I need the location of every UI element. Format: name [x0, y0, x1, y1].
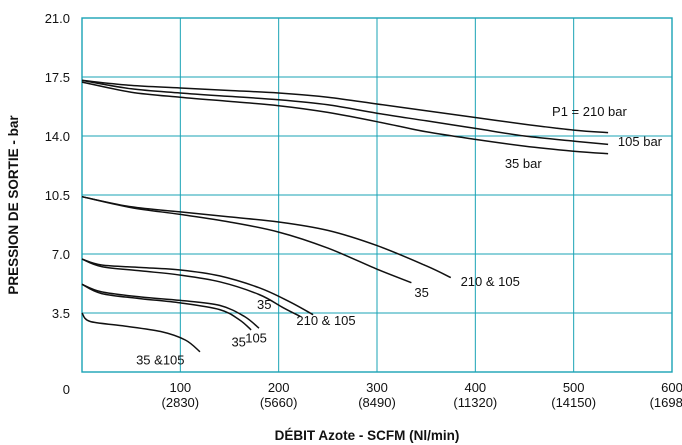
y-tick-label: 14.0 [45, 129, 70, 144]
x-tick-labels: 100(2830) 200(5660) 300(8490) 400(11320) 500… [162, 380, 682, 410]
y-tick-label: 21.0 [45, 11, 70, 26]
curve-label: 35 [231, 335, 245, 350]
series-curve [81, 195, 452, 279]
x-tick-sublabel: (16980) [650, 395, 682, 410]
curve-label: 105 [245, 331, 267, 346]
y-tick-label: 10.5 [45, 188, 70, 203]
series-curves [81, 79, 609, 353]
x-tick-sublabel: (11320) [453, 395, 497, 410]
grid [82, 17, 673, 372]
x-tick-sublabel: (8490) [358, 395, 396, 410]
y-axis-title: PRESSION DE SORTIE - bar [6, 115, 21, 295]
series-curve [81, 258, 301, 318]
series-curve [81, 79, 609, 134]
curve-label: 35 [414, 285, 428, 300]
series-curve [81, 195, 412, 284]
curve-label: 210 & 105 [461, 274, 520, 289]
plot-frame [81, 17, 673, 373]
x-tick-label: 300 [366, 380, 388, 395]
x-axis-title: DÉBIT Azote - SCFM (Nl/min) [275, 428, 460, 443]
y-tick-label: 7.0 [52, 247, 70, 262]
x-tick-label: 400 [464, 380, 486, 395]
curve-label: P1 = 210 bar [552, 104, 627, 119]
series-curve [81, 81, 609, 155]
x-tick-label: 500 [563, 380, 585, 395]
x-tick-label: 200 [268, 380, 290, 395]
x-tick-label: 600 [661, 380, 682, 395]
y-tick-label: 3.5 [52, 306, 70, 321]
series-curve [81, 283, 260, 329]
series-curve [81, 79, 609, 146]
series-curve [81, 312, 201, 353]
curve-label: 35 bar [505, 156, 543, 171]
x-tick-sublabel: (5660) [260, 395, 298, 410]
x-tick-sublabel: (2830) [162, 395, 200, 410]
series-curve [81, 258, 314, 316]
y-tick-label: 17.5 [45, 70, 70, 85]
curve-label: 210 & 105 [296, 313, 355, 328]
x-tick-sublabel: (14150) [551, 395, 596, 410]
curve-label: 35 &105 [136, 352, 184, 367]
curve-label: 105 bar [618, 134, 663, 149]
curve-annotations: P1 = 210 bar 105 bar 35 bar 210 & 105 35 35 21… [136, 104, 663, 368]
y-tick-labels: 0 3.5 7.0 10.5 14.0 17.5 21.0 [45, 11, 70, 397]
y-tick-label: 0 [63, 382, 70, 397]
x-tick-label: 100 [169, 380, 191, 395]
series-curve [81, 283, 252, 331]
curve-label: 35 [257, 297, 271, 312]
